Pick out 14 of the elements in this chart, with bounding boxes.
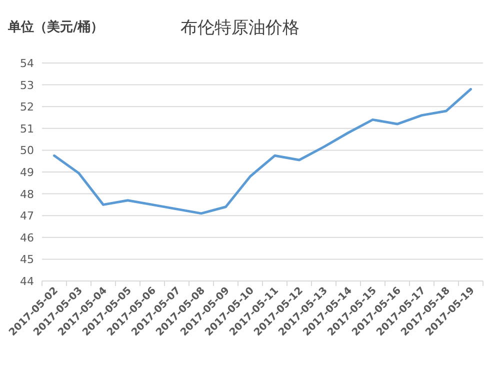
y-tick-label: 50 — [20, 144, 34, 158]
y-tick-label: 47 — [20, 210, 34, 223]
y-tick-label: 52 — [20, 100, 34, 114]
y-tick-label: 49 — [20, 166, 34, 179]
y-tick-label: 53 — [20, 78, 34, 92]
y-tick-label: 45 — [20, 253, 34, 266]
y-tick-label: 46 — [20, 231, 34, 244]
y-tick-label: 51 — [20, 122, 34, 136]
y-tick-label: 44 — [20, 275, 34, 288]
y-tick-label: 54 — [20, 57, 34, 70]
chart-title: 布伦特原油价格 — [180, 18, 300, 38]
line-series — [53, 88, 472, 215]
y-tick-label: 48 — [20, 188, 34, 201]
y-axis-title: 单位（美元/桶） — [7, 19, 104, 35]
